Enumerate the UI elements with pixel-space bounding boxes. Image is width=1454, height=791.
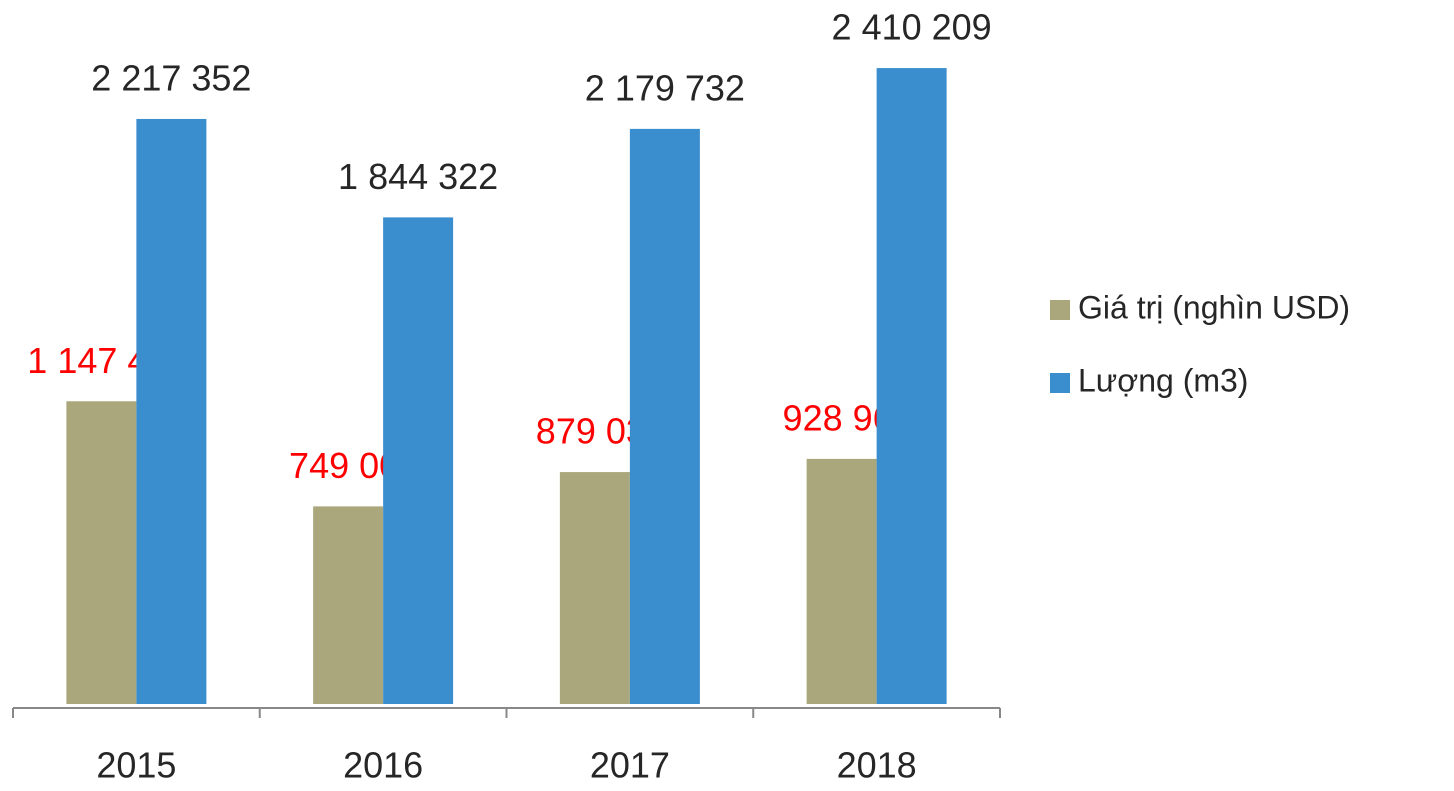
bar [806,458,877,704]
data-label: 2 179 732 [585,67,745,108]
data-label: 2 410 209 [832,7,992,48]
bar [66,401,137,704]
legend-label: Lượng (m3) [1078,362,1248,398]
bar [559,472,630,704]
x-tick-label: 2018 [837,745,917,786]
x-tick-label: 2015 [96,745,176,786]
bar [136,118,207,704]
bar [876,68,947,704]
x-tick-label: 2016 [343,745,423,786]
bar [629,128,700,704]
legend-swatch [1050,373,1070,393]
data-label: 2 217 352 [91,57,251,98]
data-label: 1 844 322 [338,156,498,197]
x-tick-label: 2017 [590,745,670,786]
legend-swatch [1050,300,1070,320]
bar [383,217,454,704]
bar [313,506,384,704]
legend-label: Giá trị (nghìn USD) [1078,289,1350,325]
